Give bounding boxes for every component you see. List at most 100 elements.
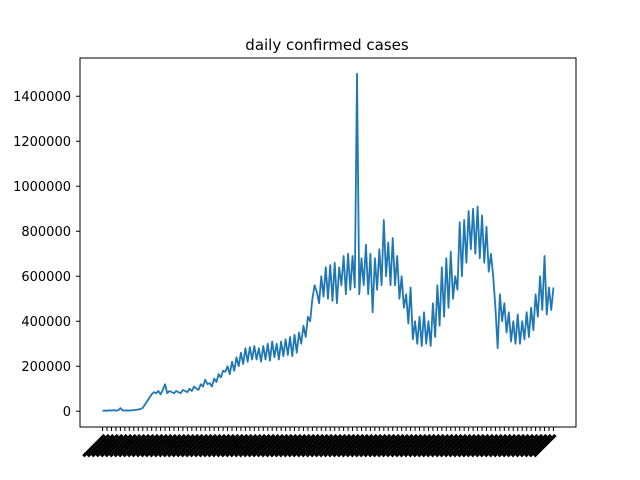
x-tick-label-illegible xyxy=(131,433,155,458)
x-tick-label-illegible xyxy=(506,433,530,458)
x-tick-label-illegible xyxy=(381,433,405,458)
x-tick-label-illegible xyxy=(408,433,432,458)
x-tick-label-illegible xyxy=(399,433,423,458)
x-tick-label-illegible xyxy=(144,433,169,458)
y-tick-label: 200000 xyxy=(21,360,71,375)
x-tick-label-illegible xyxy=(390,433,414,458)
x-tick-label-illegible xyxy=(475,433,499,458)
x-tick-label-illegible xyxy=(300,433,325,458)
x-tick-label-illegible xyxy=(91,433,115,458)
x-tick-label-illegible xyxy=(430,433,454,458)
x-tick-label-illegible xyxy=(452,433,477,458)
x-tick-label-illegible xyxy=(484,433,508,458)
x-tick-label-illegible xyxy=(488,433,512,458)
x-tick-label-illegible xyxy=(515,433,539,458)
x-tick-label-illegible xyxy=(193,433,218,458)
y-tick-label: 600000 xyxy=(21,270,71,285)
x-tick-label-illegible xyxy=(314,433,338,458)
x-tick-label-illegible xyxy=(242,433,267,458)
y-axis: 0 200000 400000 600000 800000 1000000 1200000 1… xyxy=(13,90,80,420)
x-tick-label-illegible xyxy=(434,433,459,458)
x-tick-label-illegible xyxy=(153,433,178,458)
x-tick-label-illegible xyxy=(140,433,164,458)
x-tick-label-illegible xyxy=(501,433,526,458)
x-tick-label-illegible xyxy=(108,433,133,458)
x-tick-label-illegible xyxy=(233,433,258,458)
x-tick-label-illegible xyxy=(510,433,535,458)
x-tick-label-illegible xyxy=(95,433,120,458)
x-tick-label-illegible xyxy=(171,433,195,458)
x-tick-label-illegible xyxy=(220,433,245,458)
x-tick-label-illegible xyxy=(269,433,294,458)
chart-title: daily confirmed cases xyxy=(245,36,409,54)
x-tick-label-illegible xyxy=(260,433,285,458)
x-tick-label-illegible xyxy=(149,433,173,458)
x-tick-label-illegible xyxy=(363,433,387,458)
x-tick-label-illegible xyxy=(247,433,271,458)
y-tick-label: 1400000 xyxy=(13,90,71,105)
x-tick-label-illegible xyxy=(180,433,204,458)
x-tick-label-illegible xyxy=(113,433,137,458)
x-tick-label-illegible xyxy=(211,433,236,458)
x-tick-label-illegible xyxy=(305,433,329,458)
plot-area xyxy=(102,72,555,412)
x-tick-label-illegible xyxy=(528,433,553,458)
x-tick-label-illegible xyxy=(309,433,334,458)
x-tick-label-illegible xyxy=(466,433,490,458)
x-tick-label-illegible xyxy=(251,433,276,458)
x-tick-label-illegible xyxy=(158,433,182,458)
x-tick-label-illegible xyxy=(126,433,151,458)
x-tick-label-illegible xyxy=(341,433,365,458)
x-tick-label-illegible xyxy=(318,433,343,458)
x-tick-label-illegible xyxy=(202,433,227,458)
y-tick-label: 1200000 xyxy=(13,135,71,150)
x-tick-label-illegible xyxy=(421,433,445,458)
x-tick-label-illegible xyxy=(135,433,160,458)
x-tick-label-illegible xyxy=(274,433,298,458)
x-tick-label-illegible xyxy=(278,433,303,458)
x-tick-label-illegible xyxy=(229,433,254,458)
x-tick-label-illegible xyxy=(461,433,486,458)
x-tick-label-illegible xyxy=(524,433,548,458)
y-tick-label: 800000 xyxy=(21,225,71,240)
x-tick-label-illegible xyxy=(492,433,517,458)
x-tick-label-illegible xyxy=(225,433,249,458)
x-tick-label-illegible xyxy=(256,433,280,458)
x-tick-label-illegible xyxy=(327,433,352,458)
x-tick-label-illegible xyxy=(167,433,191,458)
x-tick-label-illegible xyxy=(417,433,441,458)
x-tick-label-illegible xyxy=(497,433,521,458)
x-tick-label-illegible xyxy=(403,433,428,458)
plot-frame xyxy=(79,57,577,428)
x-tick-label-illegible xyxy=(412,433,437,458)
x-tick-label-illegible xyxy=(122,433,146,458)
x-tick-label-illegible xyxy=(82,433,106,458)
x-tick-label-illegible xyxy=(479,433,504,458)
x-tick-label-illegible xyxy=(198,433,222,458)
x-tick-label-illegible xyxy=(354,433,379,458)
x-tick-label-illegible xyxy=(238,433,262,458)
x-tick-label-illegible xyxy=(216,433,240,458)
y-tick-label: 0 xyxy=(63,405,71,420)
x-tick-label-illegible xyxy=(336,433,361,458)
x-tick-label-illegible xyxy=(376,433,401,458)
x-tick-label-illegible xyxy=(100,433,124,458)
x-tick-label-illegible xyxy=(533,433,557,458)
x-tick-label-illegible xyxy=(86,433,111,458)
series-line xyxy=(102,72,555,412)
x-tick-label-illegible xyxy=(104,433,129,458)
x-tick-label-illegible xyxy=(345,433,370,458)
x-tick-label-illegible xyxy=(296,433,320,458)
x-tick-label-illegible xyxy=(470,433,495,458)
x-tick-label-illegible xyxy=(287,433,312,458)
x-tick-label-illegible xyxy=(448,433,472,458)
x-tick-label-illegible xyxy=(283,433,307,458)
x-tick-label-illegible xyxy=(175,433,200,458)
x-tick-label-illegible xyxy=(323,433,347,458)
x-tick-label-illegible xyxy=(425,433,450,458)
x-tick-label-illegible xyxy=(292,433,316,458)
x-tick-label-illegible xyxy=(385,433,410,458)
x-tick-label-illegible xyxy=(439,433,463,458)
y-tick-label: 400000 xyxy=(21,315,71,330)
